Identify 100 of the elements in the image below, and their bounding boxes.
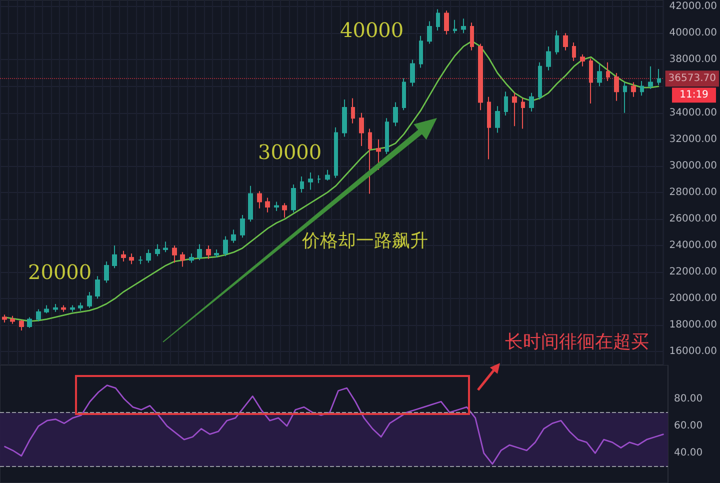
- candlestick: [657, 68, 661, 86]
- y-tick-label: 40000.00: [669, 28, 718, 39]
- candlestick: [19, 319, 24, 331]
- y-tick-label: 30000.00: [669, 160, 718, 172]
- candlestick: [606, 62, 610, 82]
- candlestick: [53, 303, 58, 312]
- candlestick: [478, 43, 483, 111]
- candlestick: [342, 99, 347, 138]
- y-tick-label: 60.00: [674, 420, 703, 432]
- candlestick: [282, 202, 287, 218]
- candlestick: [248, 185, 253, 222]
- annotation: 40000: [340, 18, 404, 42]
- candlestick: [155, 244, 160, 257]
- candlestick: [308, 172, 313, 190]
- candlestick: [274, 201, 279, 212]
- ref-line-label: 36573.70: [668, 73, 716, 84]
- candlestick: [291, 184, 296, 213]
- text: 11:19: [680, 90, 708, 101]
- candlestick: [95, 276, 100, 300]
- candlestick: [546, 46, 551, 71]
- candlestick: [44, 304, 49, 314]
- candlestick: [61, 304, 66, 312]
- candlestick: [470, 22, 474, 51]
- candlestick: [589, 58, 593, 104]
- candlestick: [36, 308, 41, 322]
- candlestick: [444, 10, 449, 36]
- candlestick: [27, 316, 32, 328]
- candlestick: [648, 66, 653, 90]
- candlestick: [334, 126, 338, 178]
- annotation: 30000: [258, 140, 322, 164]
- candlestick: [436, 8, 440, 32]
- candlestick: [87, 292, 92, 308]
- candlestick: [121, 250, 126, 262]
- y-tick-label: 28000.00: [669, 186, 718, 198]
- candlestick: [597, 63, 602, 87]
- candlestick: [538, 62, 542, 100]
- y-tick-label: 26000.00: [669, 214, 718, 224]
- candlestick: [214, 249, 219, 258]
- candlestick: [453, 19, 457, 34]
- candlestick: [189, 253, 194, 264]
- annotation: 20000: [28, 260, 92, 284]
- y-tick-label: 22000.00: [669, 266, 718, 278]
- candlestick: [351, 98, 355, 124]
- y-tick-label: 32000.00: [669, 134, 718, 145]
- candlestick: [368, 128, 372, 194]
- candlestick: [223, 236, 228, 257]
- candlestick: [197, 244, 202, 261]
- candlestick: [138, 256, 143, 265]
- candlestick: [359, 112, 364, 146]
- candlestick: [376, 138, 381, 170]
- y-tick-label: 42000.00: [669, 1, 718, 12]
- candlestick: [640, 80, 644, 96]
- candlestick: [2, 314, 7, 324]
- candlestick: [385, 118, 389, 154]
- y-tick-label: 20000.00: [669, 293, 718, 304]
- annotation: 长时间徘徊在超买: [505, 332, 649, 352]
- candlestick: [257, 190, 262, 209]
- candlestick: [163, 241, 168, 253]
- y-tick-label: 18000.00: [669, 320, 718, 331]
- candlestick: [427, 20, 432, 44]
- candlestick: [325, 169, 330, 182]
- candlestick: [10, 315, 15, 324]
- candlestick: [231, 229, 236, 244]
- candlestick: [172, 245, 177, 264]
- candlestick: [112, 245, 117, 269]
- candlestick: [206, 245, 211, 260]
- candlestick: [580, 54, 585, 67]
- candlestick: [317, 174, 321, 184]
- candlestick: [461, 18, 466, 34]
- candlestick: [70, 304, 75, 312]
- y-tick-label: 24000.00: [669, 240, 718, 252]
- candlestick: [146, 249, 151, 264]
- candlestick: [265, 197, 270, 213]
- candlestick: [129, 253, 134, 265]
- y-tick-label: 34000.00: [669, 107, 718, 118]
- candlestick: [487, 96, 491, 160]
- candlestick: [104, 260, 109, 284]
- candlestick: [180, 252, 185, 268]
- candlestick: [419, 35, 423, 68]
- candlestick: [563, 32, 568, 51]
- candlestick: [631, 82, 636, 98]
- y-tick-label: 38000.00: [669, 54, 718, 66]
- annotation: 价格却一路飙升: [301, 230, 428, 252]
- candlestick: [300, 176, 304, 193]
- candlestick: [572, 42, 576, 62]
- candlestick: [402, 78, 406, 111]
- candlestick: [623, 82, 627, 114]
- candlestick: [393, 102, 398, 127]
- candlestick: [495, 106, 500, 134]
- candlestick: [410, 59, 415, 87]
- line-series: [4, 384, 664, 465]
- y-tick-label: 16000.00: [669, 346, 718, 358]
- candlestick: [240, 214, 245, 238]
- candlestick: [555, 30, 559, 55]
- candlestick: [614, 72, 619, 102]
- candlestick: [78, 302, 83, 312]
- y-tick-label: 40.00: [674, 448, 703, 459]
- candlestick: [521, 98, 525, 130]
- candlestick: [529, 92, 534, 112]
- y-tick-label: 80.00: [674, 393, 703, 404]
